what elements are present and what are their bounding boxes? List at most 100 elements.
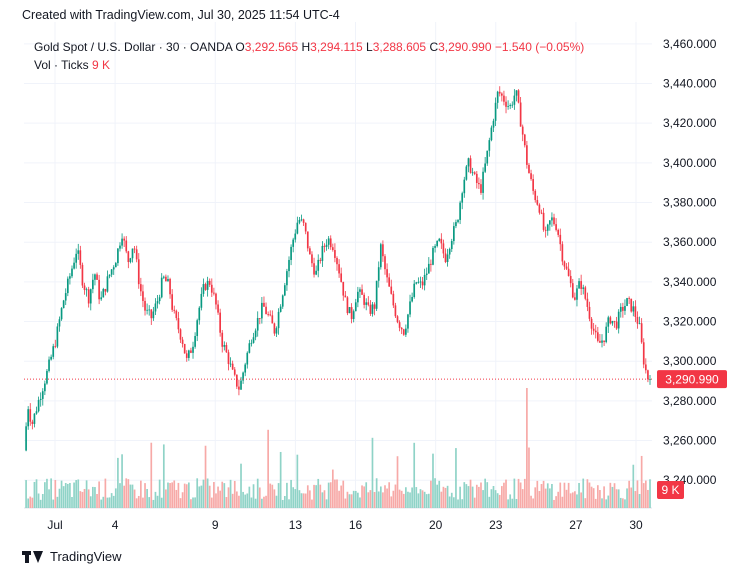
candle-body [563,261,566,267]
candle-body [578,281,580,289]
volume-bar [87,489,90,508]
candle-body [223,345,226,347]
candle-body [35,411,38,414]
volume-bar [104,478,107,508]
y-tick-label: 3,300.000 [663,354,717,368]
volume-bar [542,480,545,508]
volume-bar [511,498,514,508]
tradingview-footer: TradingView [22,549,122,564]
legend-symbol[interactable]: Gold Spot / U.S. Dollar · 30 · OANDA [34,40,233,54]
volume-bar [473,497,476,508]
candle-body [411,297,413,302]
candle-body [96,274,98,280]
x-tick-label: 4 [112,518,119,532]
volume-bar [267,429,269,508]
volume-bar [644,480,647,508]
volume-bar [196,478,199,508]
volume-bar [60,480,63,508]
volume-bar [526,388,528,508]
volume-bar [106,497,109,508]
volume-bar [486,482,489,508]
tradingview-logo-icon [22,550,44,563]
legend-volume-label[interactable]: Vol · Ticks [34,58,89,72]
y-tick-label: 3,320.000 [663,315,717,329]
candle-body [62,300,65,309]
volume-bar [361,485,363,508]
volume-bar [35,479,38,508]
volume-bar [580,492,582,508]
volume-bar [611,486,614,508]
volume-badge [657,481,684,499]
volume-bar [112,495,115,508]
candle-body [71,268,73,277]
volume-bar [283,496,286,508]
volume-bar [321,492,324,508]
candle-body [421,281,424,286]
candle-body [313,263,315,275]
candle-body [267,314,269,315]
volume-bar [498,494,501,508]
volume-bar [496,493,499,508]
candle-body [630,298,633,312]
candle-body [609,317,612,324]
candle-body [194,335,196,347]
volume-bar [423,491,426,508]
volume-bar [634,491,637,508]
candle-body [338,264,340,274]
volume-bar [594,498,597,508]
volume-bar [557,491,560,508]
volume-bar [453,497,455,508]
volume-bar [373,491,376,508]
volume-bar [25,480,27,508]
last-price-badge [657,370,727,389]
volume-bar [532,498,534,508]
volume-bar [388,482,391,508]
candle-body [534,190,537,201]
volume-bar [129,484,132,508]
volume-bar [158,479,161,508]
candle-body [465,166,468,180]
candle-body [475,173,478,183]
candle-body [334,250,336,258]
volume-bar [269,483,272,508]
candle-body [331,247,334,251]
volume-bar [484,478,486,508]
volume-bar [261,498,263,508]
volume-bar [64,482,67,508]
candle-body [183,343,186,354]
volume-bar [194,497,196,508]
candle-body [321,245,324,261]
price-axis: 3,460.000 3,440.000 3,420.000 3,400.000 3,38… [663,37,717,487]
candle-body [354,302,357,312]
candle-body [417,281,420,283]
candle-body [208,280,211,285]
volume-bar [89,496,92,508]
volume-bar [110,493,113,508]
candle-body [624,305,626,311]
candle-body [240,380,242,390]
volume-bar [538,490,541,508]
volume-bar [206,478,209,508]
candle-body [29,409,32,422]
volume-bar [248,486,251,508]
volume-bar [329,482,332,508]
x-tick-label: 9 [212,518,219,532]
candle-body [580,281,582,289]
candle-body [473,172,476,174]
candle-body [309,248,311,255]
candle-body [81,264,84,286]
y-tick-label: 3,280.000 [663,394,717,408]
candle-body [548,220,551,225]
candle-body [574,297,576,300]
volume-bar [528,447,530,508]
footer-brand[interactable]: TradingView [50,549,122,564]
volume-bar [440,491,443,508]
volume-bar [66,483,69,508]
candle-body [405,328,407,335]
volume-bar [488,496,491,508]
volume-bar [160,497,163,508]
volume-bar [590,486,593,508]
candle-body [150,309,153,319]
volume-bar [85,480,88,508]
